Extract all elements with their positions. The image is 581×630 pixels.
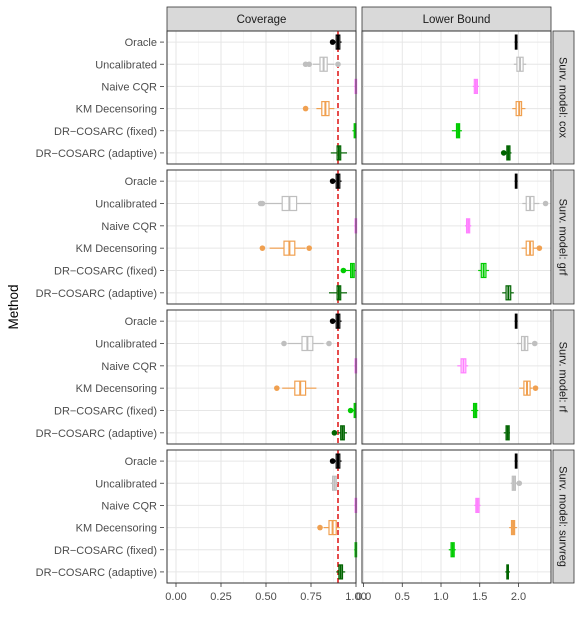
box-outlier (335, 61, 341, 68)
method-tick-label: KM Decensoring (76, 104, 157, 116)
panel-background (167, 310, 356, 444)
facet-strip-label: Lower Bound (423, 14, 491, 26)
method-tick-label: Oracle (125, 316, 157, 328)
method-tick-label: DR−COSARC (adaptive) (36, 428, 157, 440)
box-outlier (306, 245, 313, 251)
method-tick-label: Uncalibrated (95, 339, 157, 351)
method-tick-label: Oracle (125, 456, 157, 468)
row-strip-label: Surv. model: survreg (557, 466, 569, 567)
x-tick-label: 0.00 (165, 591, 186, 603)
method-tick-label: Naive CQR (101, 500, 157, 512)
method-tick-label: Oracle (125, 37, 157, 49)
box-outlier (259, 200, 266, 207)
panel-border (361, 169, 552, 305)
method-tick-label: Uncalibrated (95, 478, 157, 490)
row-strip-rf (552, 309, 575, 445)
box-outlier (500, 150, 507, 156)
row-strip-label: Surv. model: cox (557, 57, 569, 139)
x-tick-label: 0.25 (210, 591, 231, 603)
x-tick-label: 1.00 (345, 591, 366, 603)
box-outlier (340, 267, 347, 274)
x-tick-label: 1.5 (472, 591, 487, 603)
method-tick-label: Naive CQR (101, 81, 157, 93)
panel-background (167, 170, 356, 304)
panel-border (166, 169, 357, 305)
box-outlier (347, 407, 354, 414)
row-strip-label: Surv. model: rf (557, 342, 569, 414)
box-outlier (329, 39, 336, 45)
box-outlier (532, 385, 539, 391)
panel-background (167, 450, 356, 583)
box-outlier (516, 480, 523, 487)
row-strip-label: Surv. model: grf (557, 199, 569, 277)
box-outlier (329, 318, 336, 324)
panel-border (361, 30, 552, 165)
panel-border (361, 309, 552, 445)
method-tick-label: Oracle (125, 176, 157, 188)
method-tick-label: KM Decensoring (76, 383, 157, 395)
panel-background (362, 170, 551, 304)
panel-background (362, 450, 551, 583)
panel-background (167, 31, 356, 164)
facet-strip-1 (361, 6, 552, 32)
row-strip-survreg (552, 449, 575, 584)
panel-border (166, 309, 357, 445)
method-tick-label: Uncalibrated (95, 199, 157, 211)
method-tick-label: Naive CQR (101, 361, 157, 373)
box-outlier (259, 245, 266, 251)
method-tick-label: DR−COSARC (adaptive) (36, 288, 157, 300)
method-tick-label: DR−COSARC (fixed) (54, 126, 157, 138)
facet-strip-0 (166, 6, 357, 32)
box-outlier (329, 178, 336, 184)
method-tick-label: DR−COSARC (adaptive) (36, 567, 157, 579)
method-tick-label: DR−COSARC (fixed) (54, 545, 157, 557)
method-tick-label: Uncalibrated (95, 59, 157, 71)
x-tick-label: 0.50 (255, 591, 276, 603)
box-outlier (536, 245, 543, 251)
box-outlier (331, 430, 338, 436)
x-tick-label: 1.0 (433, 591, 448, 603)
box-outlier (302, 105, 309, 112)
box-outlier (274, 385, 280, 391)
method-tick-label: Naive CQR (101, 221, 157, 233)
row-strip-cox (552, 30, 575, 165)
facet-strip-label: Coverage (237, 14, 287, 26)
panel-background (362, 310, 551, 444)
method-tick-label: KM Decensoring (76, 523, 157, 535)
panel-border (361, 449, 552, 584)
panel-border (166, 449, 357, 584)
method-tick-label: DR−COSARC (fixed) (54, 406, 157, 418)
box-outlier (326, 340, 332, 347)
box-outlier (531, 340, 538, 347)
x-tick-label: 0.5 (395, 591, 410, 603)
method-tick-label: DR−COSARC (fixed) (54, 266, 157, 278)
panel-border (166, 30, 357, 165)
method-tick-label: KM Decensoring (76, 243, 157, 255)
box-outlier (542, 200, 549, 207)
row-strip-grf (552, 169, 575, 305)
panel-background (362, 31, 551, 164)
method-tick-label: DR−COSARC (adaptive) (36, 148, 157, 160)
y-axis-title: Method (6, 284, 21, 329)
box-outlier (306, 61, 313, 68)
x-tick-label: 0.75 (300, 591, 321, 603)
x-tick-label: 0.0 (356, 591, 371, 603)
box-outlier (281, 340, 287, 347)
x-tick-label: 2.0 (511, 591, 526, 603)
box-outlier (329, 458, 336, 464)
box-outlier (317, 524, 323, 531)
